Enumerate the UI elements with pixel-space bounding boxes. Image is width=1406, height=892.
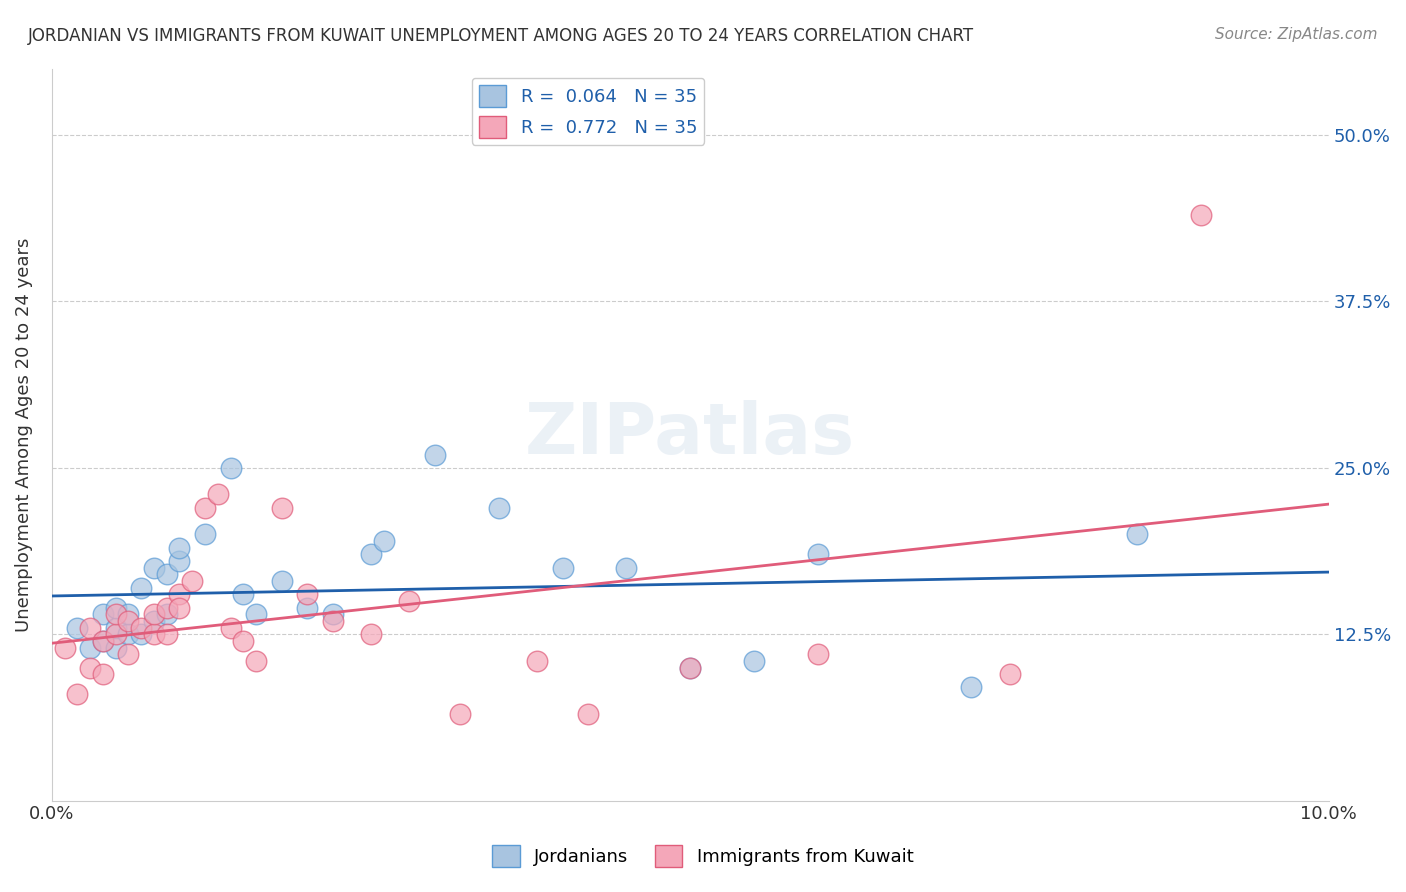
Point xyxy=(91,633,114,648)
Text: Source: ZipAtlas.com: Source: ZipAtlas.com xyxy=(1215,27,1378,42)
Y-axis label: Unemployment Among Ages 20 to 24 years: Unemployment Among Ages 20 to 24 years xyxy=(15,237,32,632)
Point xyxy=(142,607,165,622)
Point xyxy=(270,500,292,515)
Point xyxy=(117,627,139,641)
Point xyxy=(295,600,318,615)
Point xyxy=(104,640,127,655)
Point xyxy=(1126,527,1149,541)
Point xyxy=(245,654,267,668)
Point xyxy=(423,448,446,462)
Point xyxy=(679,660,702,674)
Point xyxy=(142,627,165,641)
Point xyxy=(576,707,599,722)
Point xyxy=(156,600,179,615)
Point xyxy=(398,594,420,608)
Point xyxy=(79,621,101,635)
Point xyxy=(742,654,765,668)
Point xyxy=(53,640,76,655)
Point xyxy=(104,600,127,615)
Point xyxy=(207,487,229,501)
Point xyxy=(156,607,179,622)
Point xyxy=(117,607,139,622)
Point xyxy=(322,607,344,622)
Point xyxy=(169,600,191,615)
Point xyxy=(129,581,152,595)
Point xyxy=(104,621,127,635)
Point xyxy=(807,547,830,561)
Point xyxy=(373,534,395,549)
Point xyxy=(169,554,191,568)
Point xyxy=(1189,208,1212,222)
Point xyxy=(142,614,165,628)
Point xyxy=(232,587,254,601)
Point xyxy=(219,621,242,635)
Point xyxy=(156,627,179,641)
Point xyxy=(245,607,267,622)
Point xyxy=(295,587,318,601)
Legend: Jordanians, Immigrants from Kuwait: Jordanians, Immigrants from Kuwait xyxy=(485,838,921,874)
Point xyxy=(219,460,242,475)
Point xyxy=(181,574,204,588)
Point xyxy=(194,527,217,541)
Point xyxy=(360,627,382,641)
Point xyxy=(270,574,292,588)
Point xyxy=(322,614,344,628)
Text: JORDANIAN VS IMMIGRANTS FROM KUWAIT UNEMPLOYMENT AMONG AGES 20 TO 24 YEARS CORRE: JORDANIAN VS IMMIGRANTS FROM KUWAIT UNEM… xyxy=(28,27,974,45)
Point xyxy=(104,627,127,641)
Point xyxy=(679,660,702,674)
Point xyxy=(104,607,127,622)
Point xyxy=(142,560,165,574)
Point xyxy=(169,587,191,601)
Point xyxy=(488,500,510,515)
Point xyxy=(79,660,101,674)
Point xyxy=(117,614,139,628)
Point xyxy=(194,500,217,515)
Point xyxy=(156,567,179,582)
Point xyxy=(91,667,114,681)
Point xyxy=(66,621,89,635)
Point xyxy=(526,654,548,668)
Point xyxy=(117,647,139,661)
Point xyxy=(616,560,638,574)
Point xyxy=(551,560,574,574)
Point xyxy=(360,547,382,561)
Point xyxy=(129,621,152,635)
Point xyxy=(129,627,152,641)
Legend: R =  0.064   N = 35, R =  0.772   N = 35: R = 0.064 N = 35, R = 0.772 N = 35 xyxy=(472,78,704,145)
Point xyxy=(807,647,830,661)
Point xyxy=(91,633,114,648)
Point xyxy=(79,640,101,655)
Point xyxy=(998,667,1021,681)
Point xyxy=(169,541,191,555)
Point xyxy=(960,681,983,695)
Point xyxy=(232,633,254,648)
Point xyxy=(449,707,471,722)
Point xyxy=(91,607,114,622)
Text: ZIPatlas: ZIPatlas xyxy=(526,401,855,469)
Point xyxy=(66,687,89,701)
